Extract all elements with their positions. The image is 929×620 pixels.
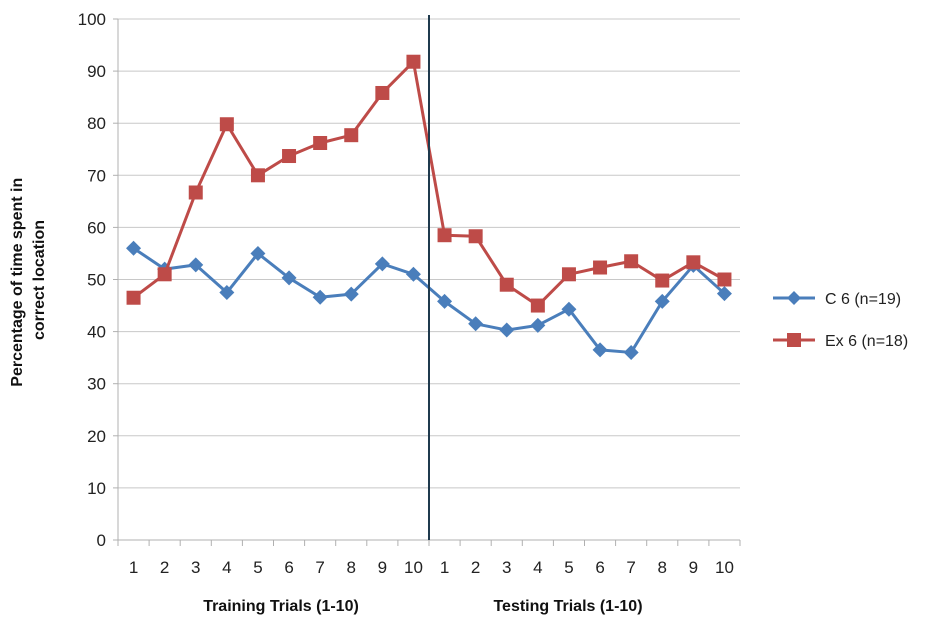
axes — [113, 18, 741, 546]
y-tick-label: 90 — [87, 62, 106, 81]
data-point — [561, 301, 577, 317]
x-tick-label: 5 — [564, 558, 573, 577]
data-point — [623, 344, 639, 360]
data-point — [312, 289, 328, 305]
data-point — [281, 270, 297, 286]
y-tick-label: 20 — [87, 427, 106, 446]
y-tick-label: 10 — [87, 479, 106, 498]
x-tick-label: 9 — [689, 558, 698, 577]
data-point — [530, 298, 545, 313]
x-tick-label: 1 — [440, 558, 449, 577]
data-point — [437, 228, 452, 243]
y-axis-tick-labels: 0 10 20 30 40 50 60 70 80 90 100 — [78, 10, 106, 550]
x-tick-label: 4 — [533, 558, 542, 577]
y-tick-label: 100 — [78, 10, 106, 29]
y-tick-label: 30 — [87, 375, 106, 394]
data-point — [654, 293, 670, 309]
x-group-label-testing: Testing Trials (1-10) — [493, 598, 642, 615]
x-tick-label: 5 — [253, 558, 262, 577]
data-point — [344, 128, 359, 143]
data-point — [157, 267, 172, 282]
y-axis-title-line-1: Percentage of time spent in — [9, 178, 26, 387]
data-point — [375, 85, 390, 100]
legend: C 6 (n=19) Ex 6 (n=18) — [773, 291, 908, 350]
data-point — [499, 322, 515, 338]
data-point — [561, 267, 576, 282]
x-tick-label: 2 — [471, 558, 480, 577]
data-point — [374, 256, 390, 272]
data-point — [716, 286, 732, 302]
data-point — [468, 316, 484, 332]
x-tick-label: 8 — [658, 558, 667, 577]
x-tick-label: 8 — [347, 558, 356, 577]
x-tick-label: 10 — [715, 558, 734, 577]
y-axis-title: Percentage of time spent in correct loca… — [9, 173, 48, 386]
data-point — [219, 117, 234, 132]
data-point — [624, 254, 639, 269]
data-point — [686, 255, 701, 270]
data-point — [592, 342, 608, 358]
data-point — [406, 54, 421, 69]
y-tick-label: 40 — [87, 323, 106, 342]
data-point — [530, 317, 546, 333]
data-point — [468, 229, 483, 244]
data-point — [250, 168, 265, 183]
data-point — [282, 149, 297, 164]
x-tick-label: 6 — [595, 558, 604, 577]
y-tick-label: 0 — [97, 531, 106, 550]
x-tick-label: 3 — [191, 558, 200, 577]
data-point — [343, 286, 359, 302]
x-axis-tick-labels: 1 2 3 4 5 6 7 8 9 10 1 2 3 4 5 6 7 8 9 10 — [129, 558, 734, 577]
legend-marker-ex6 — [787, 333, 801, 347]
x-tick-label: 2 — [160, 558, 169, 577]
data-point — [313, 135, 328, 150]
x-tick-label: 4 — [222, 558, 231, 577]
data-point — [717, 272, 732, 287]
x-tick-label: 7 — [626, 558, 635, 577]
x-group-label-training: Training Trials (1-10) — [203, 598, 359, 615]
x-tick-label: 9 — [378, 558, 387, 577]
y-axis-title-line-2: correct location — [31, 220, 48, 340]
y-tick-label: 60 — [87, 218, 106, 237]
data-point — [188, 185, 203, 200]
legend-label-c6: C 6 (n=19) — [825, 291, 901, 308]
data-point — [593, 260, 608, 275]
data-point — [126, 290, 141, 305]
data-point — [405, 266, 421, 282]
data-point — [437, 293, 453, 309]
x-tick-label: 7 — [315, 558, 324, 577]
x-tick-label: 3 — [502, 558, 511, 577]
data-point — [250, 245, 266, 261]
data-point — [126, 240, 142, 256]
data-point — [219, 285, 235, 301]
data-point — [188, 257, 204, 273]
legend-label-ex6: Ex 6 (n=18) — [825, 333, 908, 350]
x-tick-label: 6 — [284, 558, 293, 577]
y-tick-label: 50 — [87, 271, 106, 290]
x-tick-label: 10 — [404, 558, 423, 577]
y-tick-label: 80 — [87, 114, 106, 133]
legend-marker-c6 — [787, 291, 801, 305]
data-point — [655, 273, 670, 288]
y-tick-label: 70 — [87, 166, 106, 185]
data-point — [499, 277, 514, 292]
x-tick-label: 1 — [129, 558, 138, 577]
